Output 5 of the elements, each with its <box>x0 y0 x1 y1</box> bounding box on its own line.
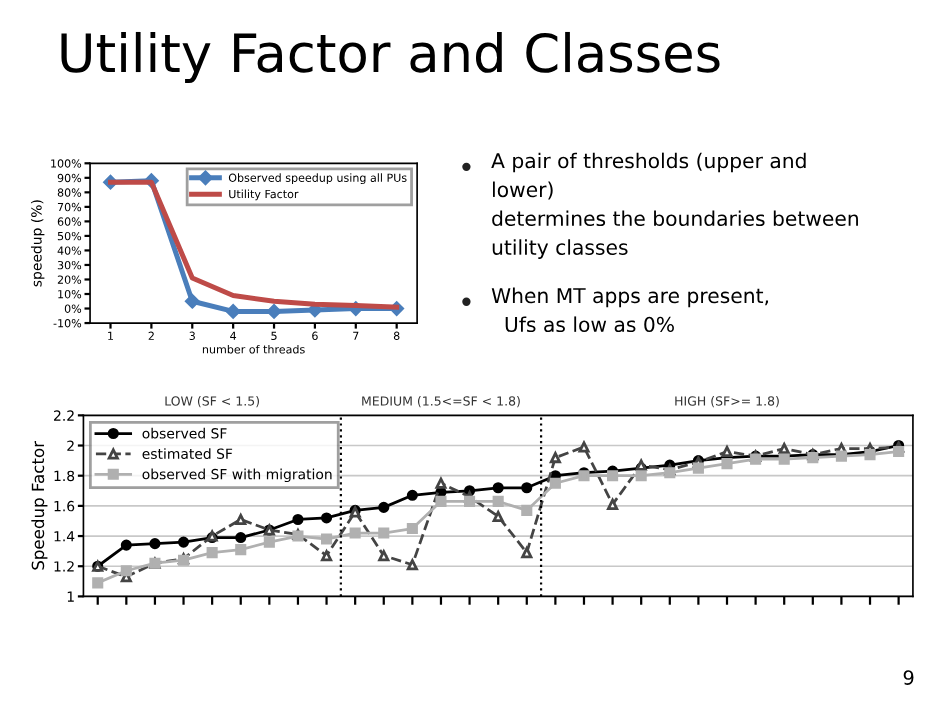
chart-title: Utility Factor and Classes <box>61 31 720 84</box>
text: A pair of thresholds (upper and lower) determines the boundaries between utility classes <box>491 152 858 259</box>
y-axis-title: Speedup Factor <box>31 441 48 570</box>
text: When MT apps are present, Ufs as low as 0% <box>491 287 769 333</box>
text: 9 <box>903 670 914 685</box>
